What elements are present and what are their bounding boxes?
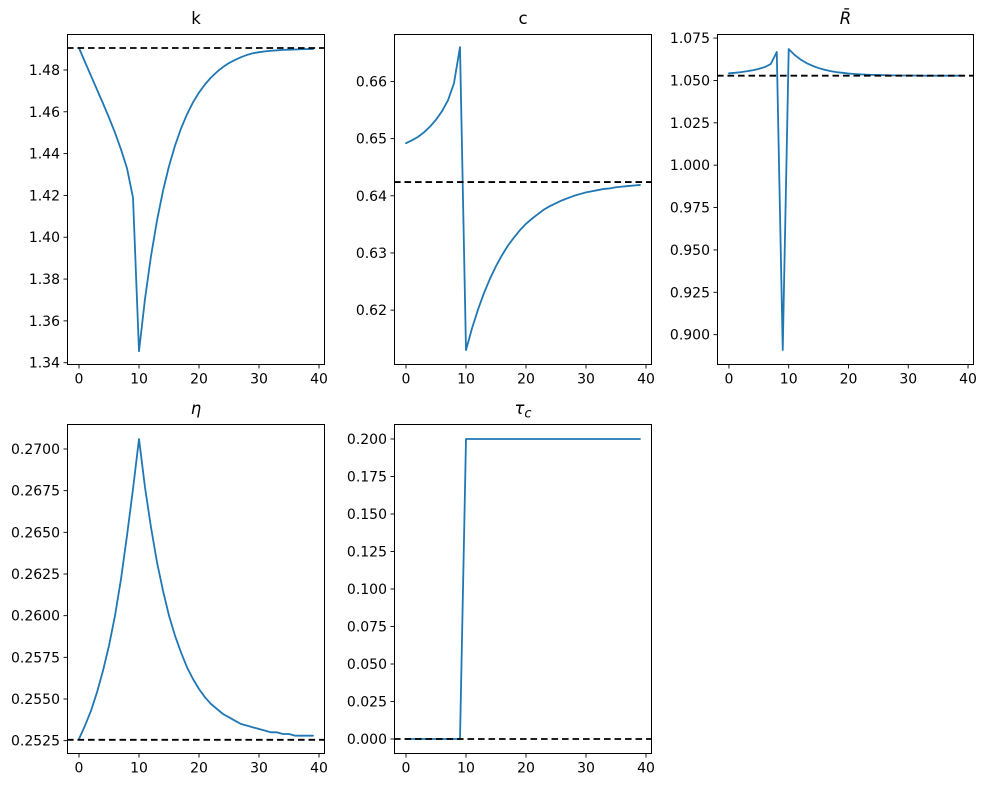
y-tick-label: 0.2700 xyxy=(11,442,60,458)
subplot-title: k xyxy=(191,9,201,28)
y-tick-label: 0.100 xyxy=(347,582,387,598)
x-tick-label: 20 xyxy=(190,761,208,777)
y-tick-label: 0.2575 xyxy=(11,650,60,666)
x-tick-label: 30 xyxy=(250,761,268,777)
y-tick-label: 1.34 xyxy=(29,356,60,372)
y-tick-label: 1.48 xyxy=(29,63,60,79)
x-tick-label: 10 xyxy=(457,372,475,388)
y-tick-label: 0.150 xyxy=(347,507,387,523)
y-tick-label: 0.62 xyxy=(356,303,387,319)
y-tick-label: 0.050 xyxy=(347,657,387,673)
x-tick-label: 0 xyxy=(75,372,84,388)
x-tick-label: 40 xyxy=(310,372,328,388)
y-tick-label: 0.175 xyxy=(347,470,387,486)
y-tick-label: 1.42 xyxy=(29,188,60,204)
y-tick-label: 0.65 xyxy=(356,132,387,148)
y-tick-label: 1.000 xyxy=(670,158,710,174)
x-tick-label: 0 xyxy=(724,372,733,388)
y-tick-label: 0.2600 xyxy=(11,609,60,625)
x-tick-label: 20 xyxy=(517,761,535,777)
y-tick-label: 0.925 xyxy=(670,285,710,301)
y-tick-label: 0.075 xyxy=(347,620,387,636)
y-tick-label: 1.36 xyxy=(29,314,60,330)
subplot-title-subscript: c xyxy=(524,407,531,422)
y-tick-label: 0.025 xyxy=(347,695,387,711)
y-tick-label: 0.2625 xyxy=(11,567,60,583)
x-tick-label: 40 xyxy=(310,761,328,777)
axes-box xyxy=(67,34,325,365)
y-tick-label: 0.950 xyxy=(670,243,710,259)
x-tick-label: 20 xyxy=(517,372,535,388)
y-tick-label: 0.000 xyxy=(347,732,387,748)
x-tick-label: 40 xyxy=(637,761,655,777)
series-line xyxy=(78,47,314,353)
x-tick-label: 30 xyxy=(577,372,595,388)
y-tick-label: 1.44 xyxy=(29,147,60,163)
axes-box xyxy=(394,34,652,365)
y-tick-label: 1.050 xyxy=(670,73,710,89)
x-tick-label: 10 xyxy=(130,761,148,777)
subplot-title: τc xyxy=(514,399,531,422)
subplot-title: R̄ xyxy=(840,9,851,28)
y-tick-label: 0.125 xyxy=(347,545,387,561)
x-tick-label: 10 xyxy=(457,761,475,777)
x-tick-label: 10 xyxy=(780,372,798,388)
x-tick-label: 0 xyxy=(75,761,84,777)
y-tick-label: 0.66 xyxy=(356,74,387,90)
y-tick-label: 1.025 xyxy=(670,116,710,132)
x-tick-label: 20 xyxy=(840,372,858,388)
y-tick-label: 0.900 xyxy=(670,328,710,344)
x-tick-label: 30 xyxy=(250,372,268,388)
x-tick-label: 0 xyxy=(402,761,411,777)
x-tick-label: 0 xyxy=(402,372,411,388)
axes-box xyxy=(717,34,974,365)
y-tick-label: 1.40 xyxy=(29,230,60,246)
axes-box xyxy=(67,424,325,754)
y-tick-label: 0.200 xyxy=(347,432,387,448)
x-tick-label: 30 xyxy=(899,372,917,388)
series-line xyxy=(405,438,641,740)
subplot-title: η xyxy=(191,399,201,418)
subplot-title: c xyxy=(518,9,527,28)
x-tick-label: 40 xyxy=(959,372,977,388)
y-tick-label: 0.2525 xyxy=(11,734,60,750)
series-line xyxy=(78,438,314,740)
series-line xyxy=(405,46,641,352)
series-line xyxy=(728,48,963,351)
x-tick-label: 20 xyxy=(190,372,208,388)
x-tick-label: 30 xyxy=(577,761,595,777)
y-tick-label: 0.64 xyxy=(356,189,387,205)
axes-box xyxy=(394,424,652,754)
y-tick-label: 0.63 xyxy=(356,246,387,262)
y-tick-label: 0.2650 xyxy=(11,525,60,541)
y-tick-label: 0.2550 xyxy=(11,692,60,708)
y-tick-label: 1.38 xyxy=(29,272,60,288)
x-tick-label: 40 xyxy=(637,372,655,388)
x-tick-label: 10 xyxy=(130,372,148,388)
y-tick-label: 1.46 xyxy=(29,105,60,121)
y-tick-label: 0.975 xyxy=(670,201,710,217)
y-tick-label: 0.2675 xyxy=(11,484,60,500)
y-tick-label: 1.075 xyxy=(670,31,710,47)
